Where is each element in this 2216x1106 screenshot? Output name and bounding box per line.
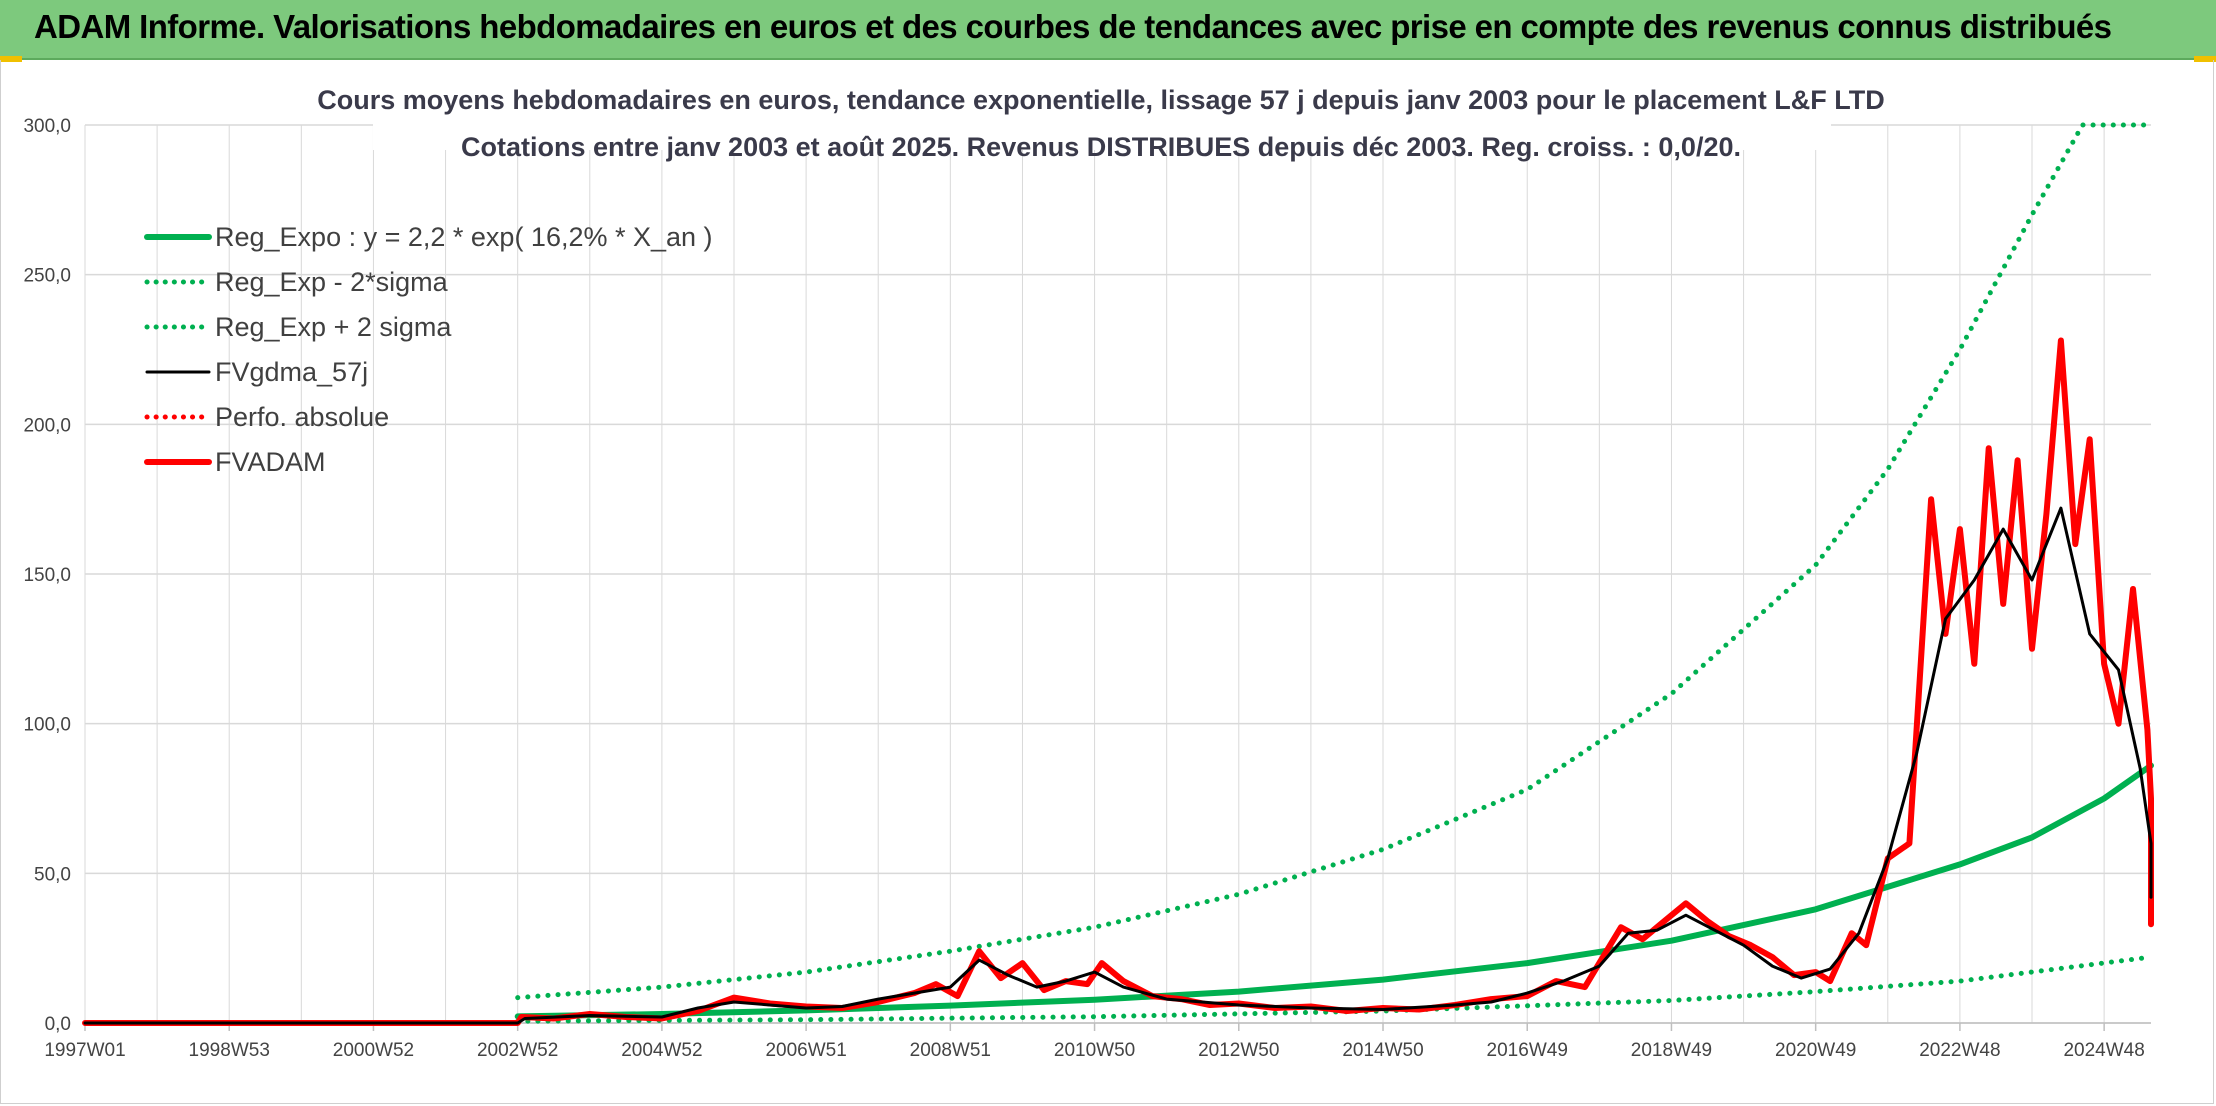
series-line — [514, 762, 2154, 1020]
y-tick-label: 50,0 — [34, 864, 71, 885]
report-banner: ADAM Informe. Valorisations hebdomadaire… — [0, 0, 2216, 60]
chart-subtitle: Cotations entre janv 2003 et août 2025. … — [461, 132, 1741, 162]
x-tick-label: 2018W49 — [1631, 1040, 1712, 1061]
x-tick-label: 2006W51 — [765, 1040, 846, 1061]
series-group — [82, 122, 2154, 1026]
x-tick-label: 1997W01 — [44, 1040, 125, 1061]
x-tick-label: 2008W51 — [910, 1040, 991, 1061]
y-tick-label: 300,0 — [23, 116, 71, 137]
x-tick-label: 2002W52 — [477, 1040, 558, 1061]
y-tick-label: 200,0 — [23, 415, 71, 436]
title-background — [373, 64, 1831, 150]
report-title: ADAM Informe. Valorisations hebdomadaire… — [34, 8, 2112, 45]
chart-title-group: Cours moyens hebdomadaires en euros, ten… — [317, 64, 1885, 162]
x-tick-label: 2012W50 — [1198, 1040, 1279, 1061]
x-tick-label: 2010W50 — [1054, 1040, 1135, 1061]
legend-label: Reg_Exp + 2 sigma — [215, 312, 452, 342]
axes: 0,0 50,0 100,0 150,0 200,0 250,0 300,0 1997W01 1… — [23, 116, 2151, 1061]
series-line — [515, 122, 2154, 1001]
x-tick-label: 2004W52 — [621, 1040, 702, 1061]
legend-label: FVgdma_57j — [215, 357, 368, 387]
y-tick-label: 0,0 — [45, 1014, 71, 1035]
y-tick-label: 250,0 — [23, 266, 71, 287]
legend-label: Reg_Exp - 2*sigma — [215, 267, 449, 297]
series-line — [515, 954, 2154, 1024]
corner-marker — [0, 56, 22, 62]
x-tick-label: 2016W49 — [1487, 1040, 1568, 1061]
series-line — [83, 506, 2153, 1025]
y-tick-label: 150,0 — [23, 565, 71, 586]
chart-legend: Reg_Expo : y = 2,2 * exp( 16,2% * X_an )… — [144, 222, 713, 477]
legend-label: Perfo. absolue — [215, 402, 389, 432]
legend-label: Reg_Expo : y = 2,2 * exp( 16,2% * X_an ) — [215, 222, 713, 252]
chart-area: Cours moyens hebdomadaires en euros, ten… — [0, 60, 2214, 1104]
y-tick-label: 100,0 — [23, 715, 71, 736]
gridlines — [84, 124, 2151, 1024]
line-chart: Cours moyens hebdomadaires en euros, ten… — [23, 64, 2154, 1061]
legend-label: FVADAM — [215, 447, 326, 477]
corner-marker — [2194, 56, 2216, 62]
chart-title: Cours moyens hebdomadaires en euros, ten… — [317, 85, 1884, 115]
x-tick-label: 2000W52 — [333, 1040, 414, 1061]
x-tick-label: 2022W48 — [1919, 1040, 2000, 1061]
x-tick-label: 2024W48 — [2063, 1040, 2144, 1061]
x-tick-label: 2014W50 — [1342, 1040, 1423, 1061]
x-tick-label: 2020W49 — [1775, 1040, 1856, 1061]
x-tick-label: 1998W53 — [189, 1040, 270, 1061]
